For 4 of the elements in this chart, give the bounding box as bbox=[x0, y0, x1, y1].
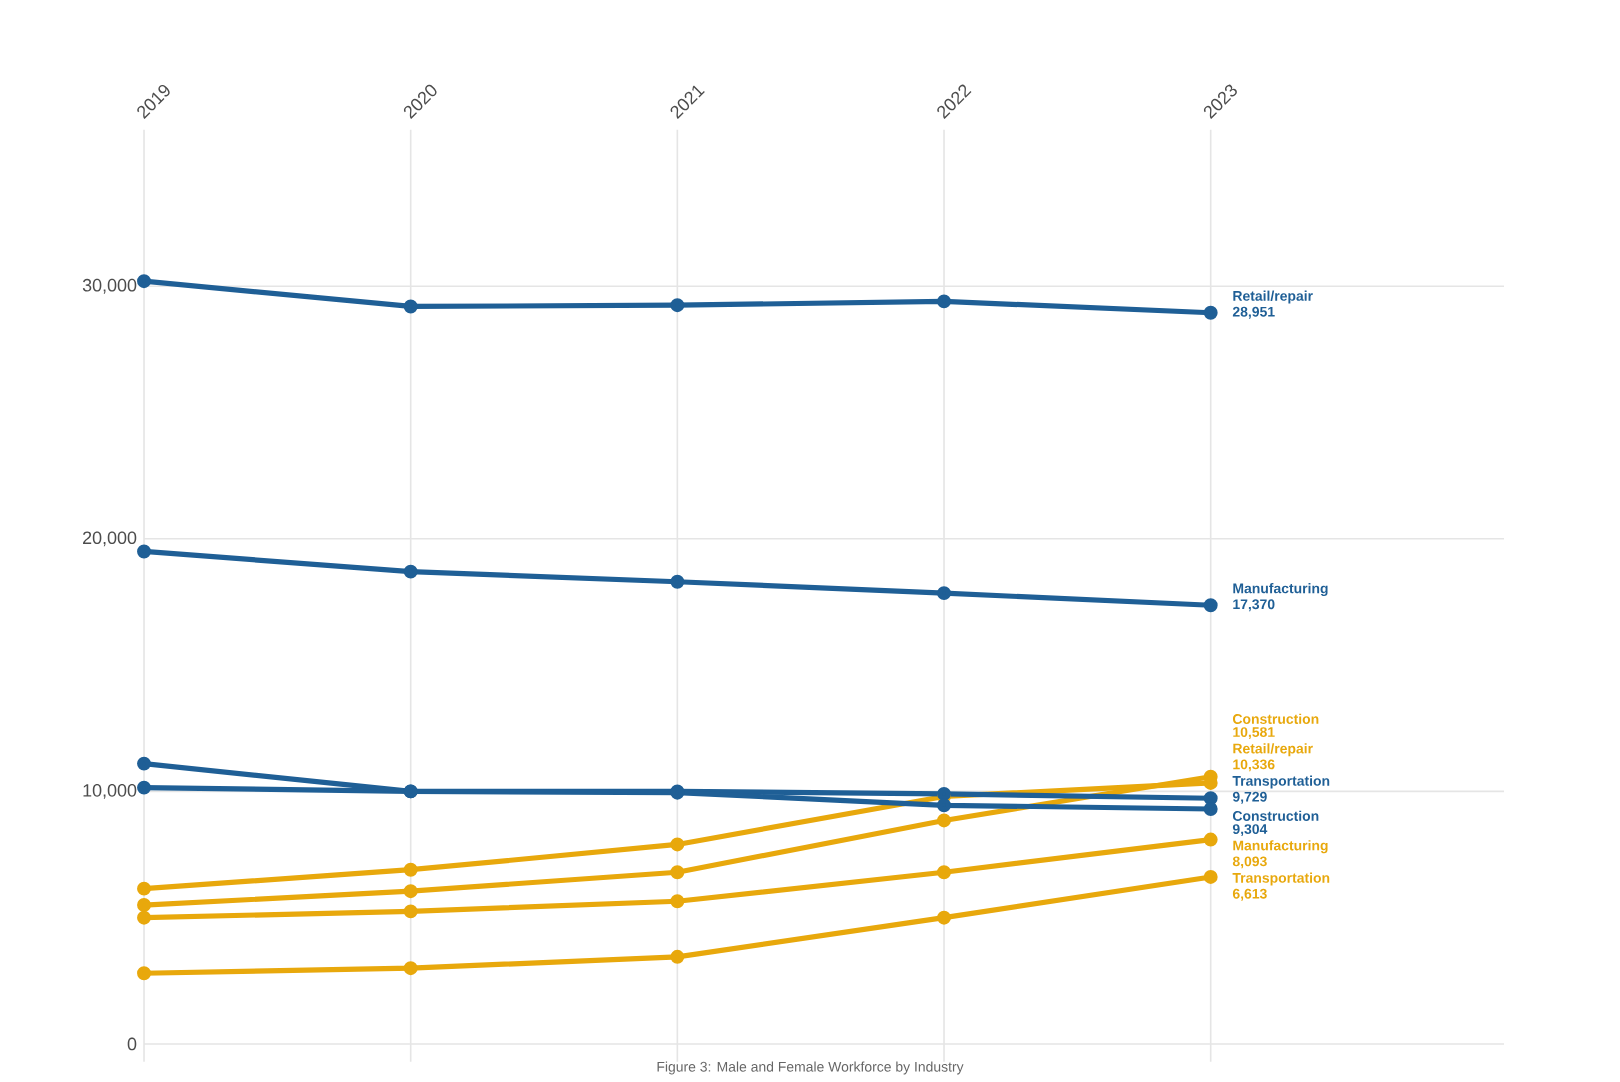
y-tick-label: 0 bbox=[127, 1037, 137, 1051]
y-tick-label: 10,000 bbox=[83, 783, 137, 799]
y-tick-label: 30,000 bbox=[82, 278, 137, 294]
y-tick-label: 20,000 bbox=[83, 531, 137, 547]
